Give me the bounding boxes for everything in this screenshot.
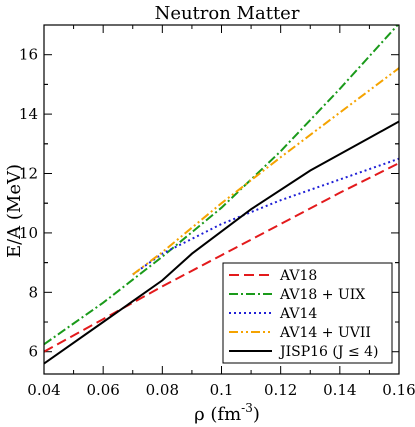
y-axis-label: E/A (MeV) (4, 164, 25, 258)
x-axis-label-superscript: -3 (241, 401, 253, 415)
legend-label: AV14 (279, 306, 317, 322)
x-tick-label: 0.06 (86, 381, 119, 399)
x-tick-label: 0.1 (210, 381, 234, 399)
x-tick-label: 0.04 (27, 381, 60, 399)
chart-title: Neutron Matter (155, 3, 300, 24)
y-tick-label: 16 (19, 46, 38, 64)
y-tick-label: 14 (19, 105, 38, 123)
x-axis-label: ρ (fm-3) (194, 401, 260, 425)
legend-label: AV18 + UIX (279, 287, 365, 303)
axis-ticks: 0.04 0.06 0.08 0.1 0.12 0.14 0.16 6 8 10 12 14 16 (19, 25, 415, 399)
x-tick-label: 0.08 (146, 381, 179, 399)
series-line-2 (44, 25, 399, 346)
legend-label: AV18 (279, 268, 317, 284)
series-lines (44, 25, 399, 365)
legend-label: JISP16 (J ≤ 4) (278, 344, 379, 360)
y-tick-label: 12 (19, 165, 38, 183)
legend-box (222, 262, 393, 364)
x-tick-label: 0.16 (382, 381, 415, 399)
legend-label: AV14 + UVII (279, 325, 371, 341)
legend: AV18 AV18 + UIX AV14 AV14 + UVII JISP16 (J ≤… (222, 262, 393, 364)
y-tick-label: 10 (19, 224, 38, 242)
plot-frame (43, 24, 400, 375)
y-tick-label: 8 (28, 283, 38, 301)
x-tick-label: 0.14 (323, 381, 356, 399)
x-tick-label: 0.12 (264, 381, 297, 399)
series-line-3 (132, 157, 399, 276)
y-tick-label: 6 (28, 343, 38, 361)
series-line-1 (44, 162, 399, 353)
series-line-5 (44, 120, 399, 365)
series-line-4 (132, 67, 399, 276)
